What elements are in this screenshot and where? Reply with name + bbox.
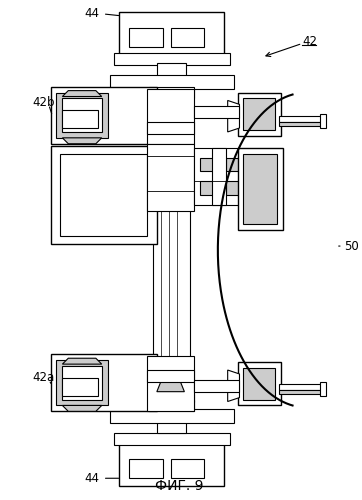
Text: 44: 44 (85, 8, 100, 20)
Bar (226, 158, 240, 172)
Polygon shape (228, 370, 240, 402)
Bar (147, 356, 194, 412)
Bar (237, 148, 283, 230)
Bar (51, 86, 157, 144)
Bar (320, 382, 326, 396)
Polygon shape (62, 358, 102, 364)
Bar (149, 400, 194, 411)
Bar (243, 154, 277, 224)
Bar (110, 410, 233, 423)
Polygon shape (62, 406, 102, 411)
Bar (171, 458, 204, 478)
Bar (279, 384, 322, 390)
Bar (56, 92, 108, 138)
Bar (149, 106, 194, 114)
Bar (279, 116, 322, 122)
Bar (119, 443, 224, 486)
Bar (60, 154, 147, 236)
Bar (114, 53, 230, 65)
Bar (200, 181, 214, 195)
Bar (56, 360, 108, 406)
Bar (110, 75, 233, 88)
Bar (157, 419, 186, 433)
Bar (279, 122, 322, 126)
Text: 42b: 42b (33, 96, 55, 109)
Polygon shape (157, 402, 184, 411)
Bar (194, 380, 240, 392)
Bar (237, 92, 281, 136)
Bar (147, 144, 194, 210)
Bar (147, 122, 194, 134)
Bar (129, 458, 163, 478)
Bar (279, 390, 322, 394)
Bar (119, 12, 224, 55)
Bar (149, 86, 194, 99)
Text: 44: 44 (85, 472, 100, 485)
Polygon shape (157, 124, 184, 134)
Text: 50: 50 (344, 240, 358, 252)
Bar (51, 354, 157, 412)
Bar (194, 106, 240, 118)
Bar (320, 114, 326, 128)
Bar (149, 394, 194, 402)
Bar (62, 98, 102, 132)
Bar (200, 158, 214, 172)
Bar (171, 28, 204, 48)
Bar (147, 370, 194, 382)
Polygon shape (228, 100, 240, 132)
Bar (194, 148, 240, 204)
Polygon shape (62, 110, 98, 128)
Bar (243, 98, 275, 130)
Bar (147, 88, 194, 144)
Text: 42: 42 (302, 35, 317, 48)
Bar (212, 148, 226, 204)
Text: ФИГ. 9: ФИГ. 9 (155, 479, 204, 493)
Bar (243, 368, 275, 400)
Bar (237, 362, 281, 406)
Bar (51, 146, 157, 244)
Polygon shape (157, 98, 186, 108)
Bar (114, 433, 230, 445)
Bar (157, 63, 186, 77)
Polygon shape (62, 90, 102, 96)
Polygon shape (157, 382, 184, 392)
Bar (226, 181, 240, 195)
Polygon shape (62, 138, 102, 143)
Bar (153, 79, 190, 419)
Polygon shape (62, 378, 98, 396)
Text: 42a: 42a (33, 372, 55, 384)
Bar (62, 366, 102, 400)
Bar (129, 28, 163, 48)
